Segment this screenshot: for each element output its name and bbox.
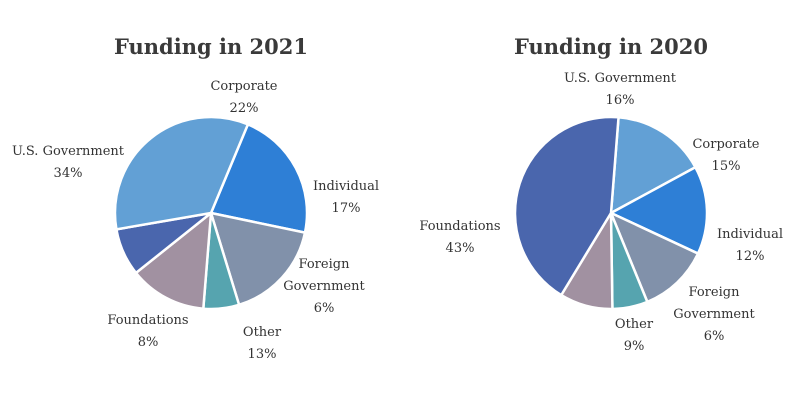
- slice-percent: 22%: [230, 101, 259, 116]
- slice-label-foundations-2020: Foundations 43%: [419, 219, 500, 256]
- slice-name-line: U.S. Government: [564, 71, 677, 86]
- slice-label-foreign-government-2021: Foreign Government 6%: [283, 257, 365, 316]
- slice-labels-2021: Corporate 22% Individual 17% Foreign Governme…: [12, 79, 379, 362]
- slice-percent: 34%: [54, 166, 83, 181]
- slice-percent: 16%: [606, 93, 635, 108]
- slice-label-foreign-government-2020: Foreign Government 6%: [673, 285, 755, 344]
- pie-slice-individual-2021: [209, 211, 307, 307]
- slice-name-line: Government: [283, 279, 365, 294]
- slice-name-line: Corporate: [210, 79, 277, 94]
- pie-slices-2020: [513, 115, 709, 311]
- slice-name-line: Foundations: [419, 219, 500, 234]
- slice-percent: 12%: [736, 249, 765, 264]
- pie-slice-individual-2020: [609, 211, 700, 304]
- chart-title-2021: Funding in 2021: [114, 34, 308, 59]
- slice-percent: 8%: [138, 335, 159, 350]
- slice-name-line: U.S. Government: [12, 144, 125, 159]
- slice-percent: 6%: [314, 301, 335, 316]
- slice-label-individual-2021: Individual 17%: [313, 179, 379, 216]
- slice-percent: 13%: [248, 347, 277, 362]
- slice-name-line: Other: [243, 325, 282, 340]
- slice-name-line: Individual: [313, 179, 379, 194]
- slice-name-line: Foreign: [299, 257, 351, 272]
- slice-name-line: Individual: [717, 227, 783, 242]
- slice-name-line: Government: [673, 307, 755, 322]
- pie-slice-corporate-2021: [209, 123, 309, 234]
- slice-name-line: Foundations: [107, 313, 188, 328]
- slice-label-u-s-government-2020: U.S. Government 16%: [564, 71, 677, 108]
- slice-label-other-2021: Other 13%: [243, 325, 282, 362]
- slice-name-line: Foreign: [689, 285, 741, 300]
- pie-slice-corporate-2020: [609, 165, 709, 255]
- slice-percent: 17%: [332, 201, 361, 216]
- slice-label-u-s-government-2021: U.S. Government 34%: [12, 144, 125, 181]
- slice-label-other-2020: Other 9%: [615, 317, 654, 354]
- pie-slice-foundations-2020: [513, 115, 620, 297]
- slice-name-line: Other: [615, 317, 654, 332]
- slice-name-line: Corporate: [692, 137, 759, 152]
- slice-percent: 6%: [704, 329, 725, 344]
- slice-label-individual-2020: Individual 12%: [717, 227, 783, 264]
- slice-labels-2020: U.S. Government 16% Corporate 15% Individual…: [419, 71, 783, 354]
- pie-slice-u-s-government-2020: [609, 116, 697, 215]
- pie-slice-u-s-government-2021: [113, 115, 250, 231]
- slice-percent: 43%: [446, 241, 475, 256]
- pie-chart-2021: Funding in 2021 Corporate 22% Individual 17…: [12, 34, 379, 362]
- pie-slice-other-2021: [134, 211, 213, 310]
- slice-label-foundations-2021: Foundations 8%: [107, 313, 188, 350]
- slice-percent: 9%: [624, 339, 645, 354]
- chart-title-2020: Funding in 2020: [514, 34, 708, 59]
- slice-percent: 15%: [712, 159, 741, 174]
- slice-label-corporate-2021: Corporate 22%: [210, 79, 277, 116]
- pie-chart-2020: Funding in 2020 U.S. Government 16% Corpor…: [419, 34, 783, 354]
- pie-slices-2021: [113, 115, 309, 311]
- slice-label-corporate-2020: Corporate 15%: [692, 137, 759, 174]
